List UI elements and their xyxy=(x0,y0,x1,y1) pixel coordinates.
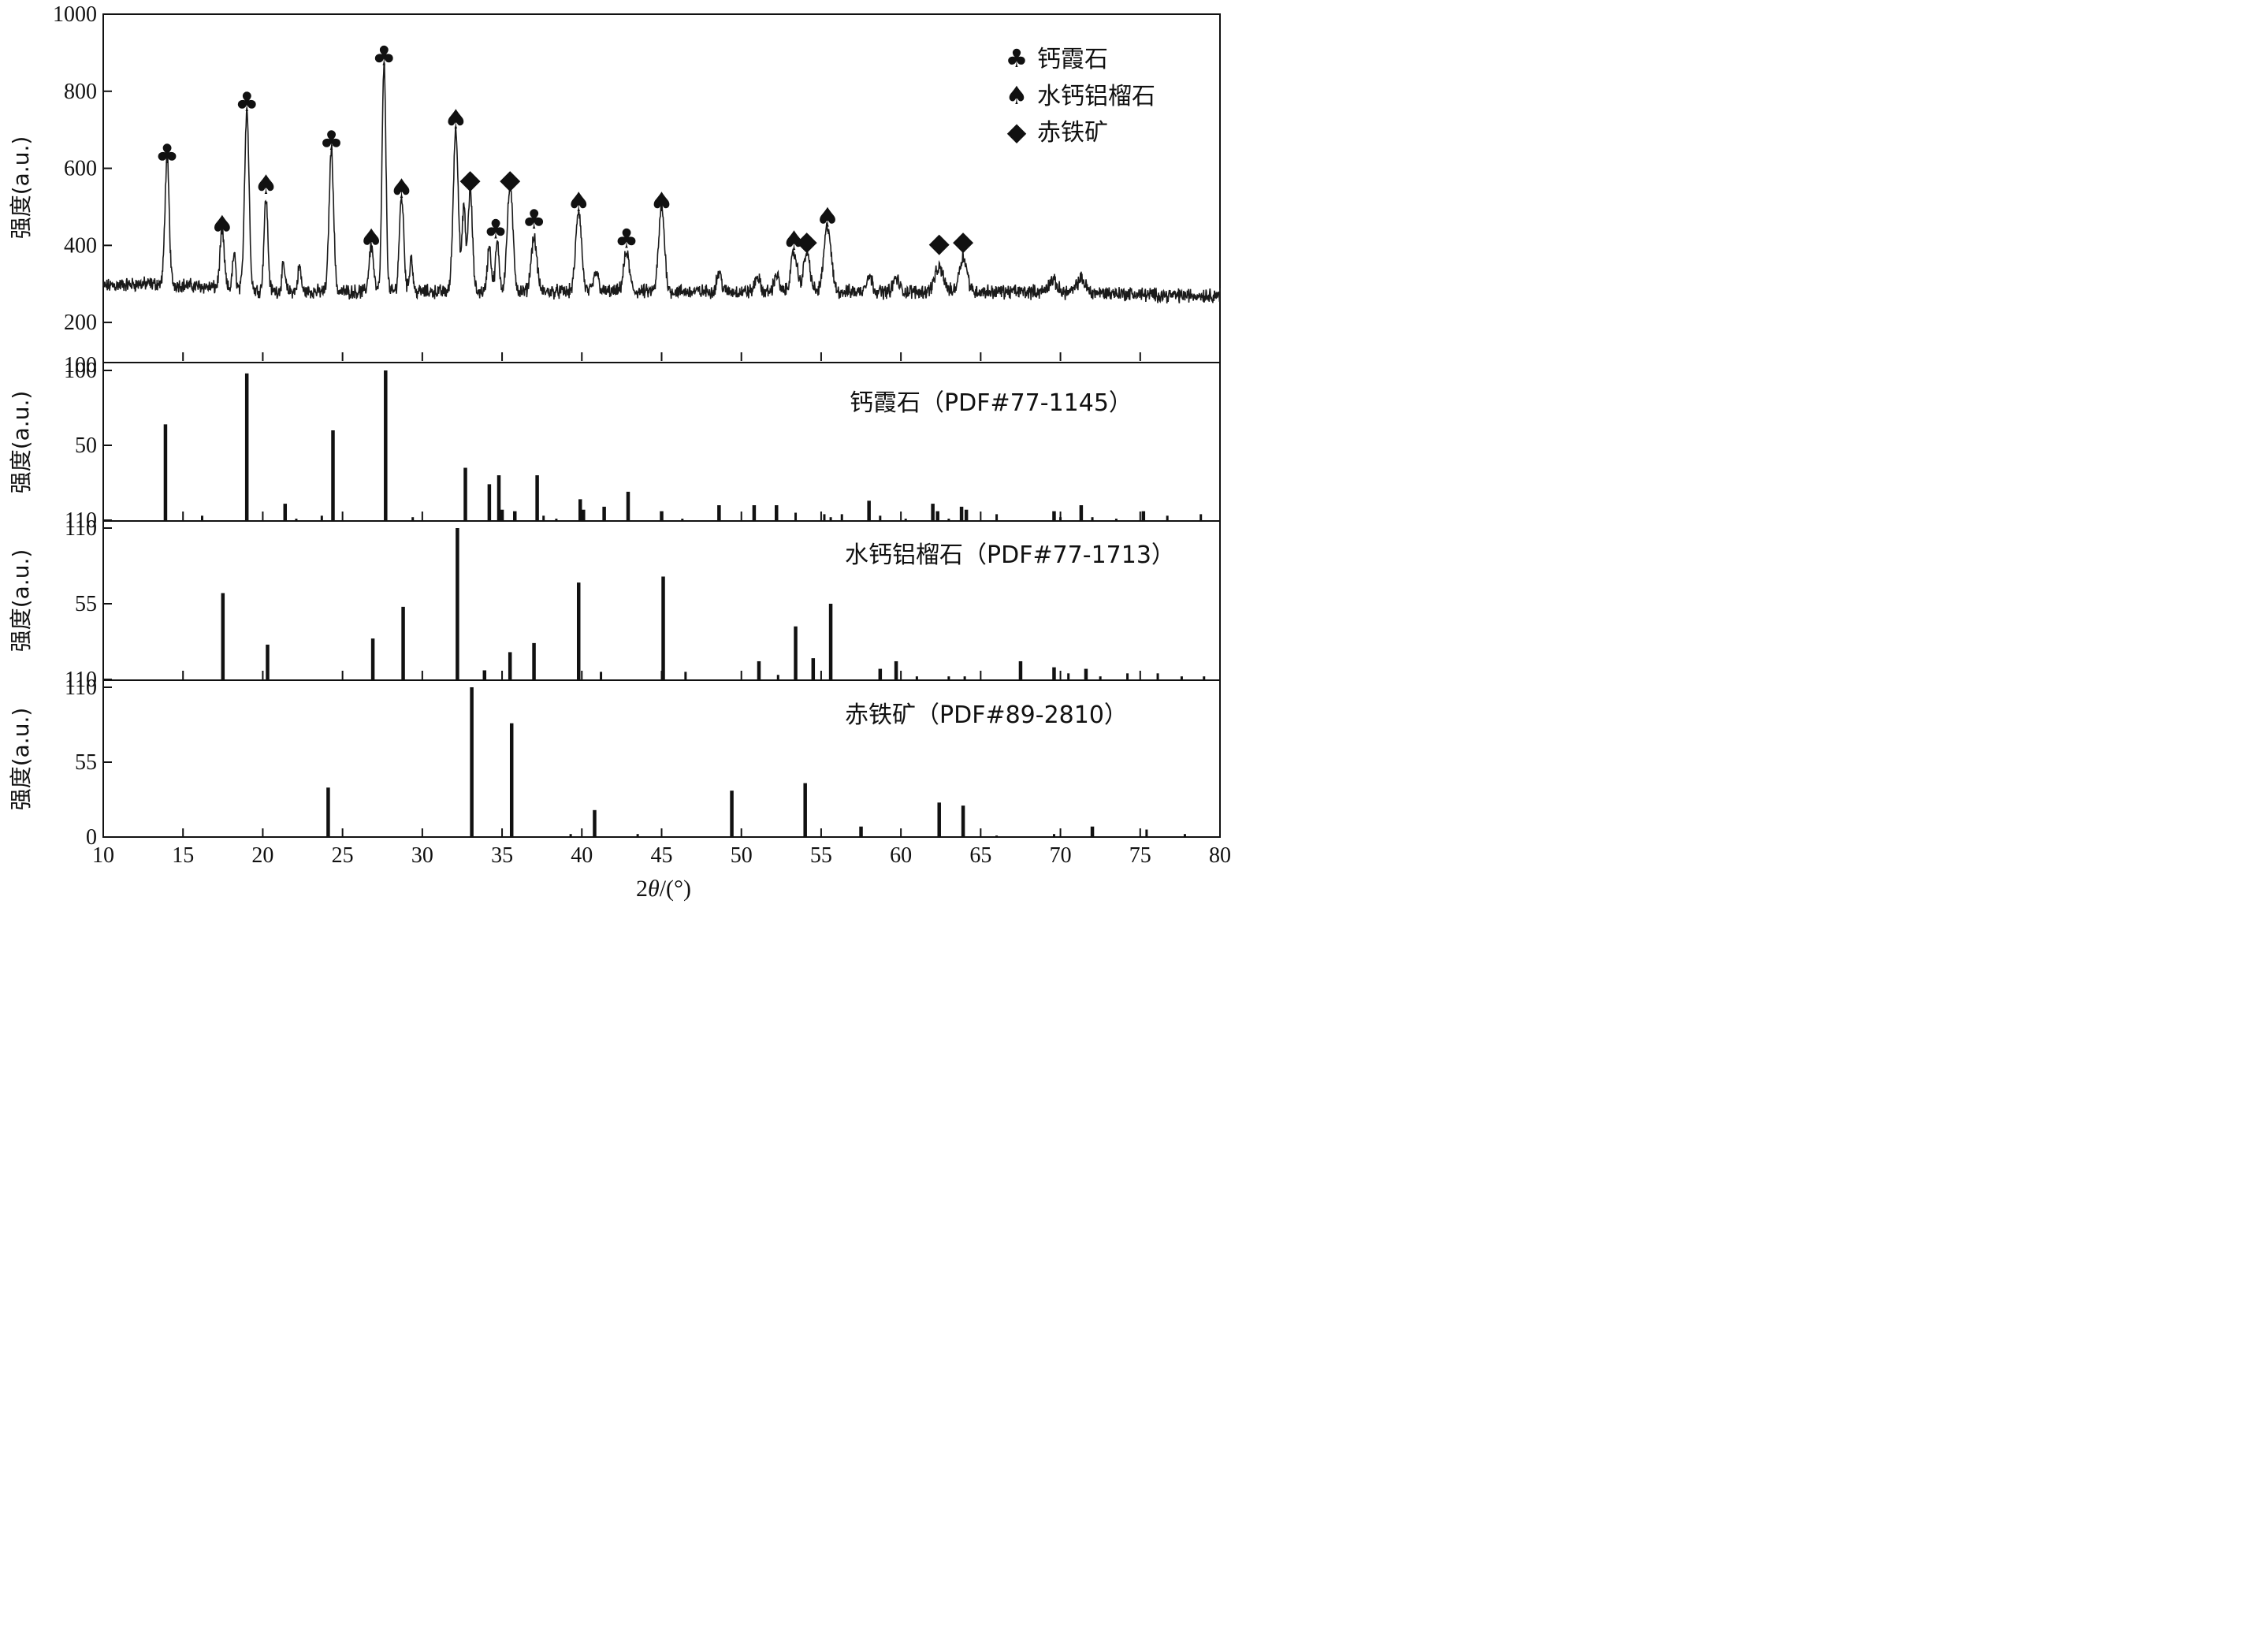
x-tick-label: 70 xyxy=(1050,843,1072,868)
x-tick-label: 15 xyxy=(172,843,194,868)
x-tick-label: 10 xyxy=(92,843,114,868)
legend-label-hematite: 赤铁矿 xyxy=(1037,119,1108,147)
legend: ♣ ♠ ◆ xyxy=(1006,43,1028,147)
x-tick-label: 30 xyxy=(411,843,433,868)
club-icon: ♣ xyxy=(522,204,545,236)
hematite-reference-panel xyxy=(103,686,1186,838)
diamond-icon: ◆ xyxy=(797,225,818,257)
x-tick-label: 80 xyxy=(1209,843,1231,868)
club-icon: ♣ xyxy=(615,224,638,255)
cancrinite-reference-label: 钙霞石（PDF#77-1145） xyxy=(850,389,1132,417)
spade-icon: ♠ xyxy=(254,169,277,201)
spade-icon: ♠ xyxy=(567,187,590,218)
y-tick-label: 55 xyxy=(75,750,97,775)
x-tick-label: 65 xyxy=(969,843,991,868)
y-tick-label: 200 xyxy=(64,311,97,335)
x-tick-label: 50 xyxy=(731,843,753,868)
x-tick-label: 75 xyxy=(1129,843,1151,868)
panel-frames xyxy=(102,13,1221,838)
measured-pattern-panel: ♣♠♣♠♣♠♣♠♠◆♣◆♣♠♣♠♠◆♠◆ ◆ xyxy=(102,13,1221,324)
spade-icon: ♠ xyxy=(389,173,413,205)
y-tick-label: 110 xyxy=(65,668,97,692)
y-axis-title: 强度(a.u.) xyxy=(8,136,34,240)
x-tick-label: 40 xyxy=(571,843,593,868)
x-tick-label: 55 xyxy=(810,843,832,868)
x-tick-label: 45 xyxy=(651,843,673,868)
spade-icon: ♠ xyxy=(649,187,673,218)
y-tick-label: 1000 xyxy=(53,2,97,27)
y-tick-label: 110 xyxy=(65,675,97,700)
club-icon: ♣ xyxy=(235,87,258,118)
x-tick-label: 60 xyxy=(890,843,912,868)
y-tick-label: 100 xyxy=(64,359,97,383)
legend-label-katoite: 水钙铝榴石 xyxy=(1037,83,1155,110)
x-tick-label: 25 xyxy=(332,843,354,868)
diamond-icon: ◆ xyxy=(460,164,482,195)
y-axis-title: 强度(a.u.) xyxy=(8,549,34,653)
club-icon: ♣ xyxy=(1006,43,1028,73)
hematite-reference-label: 赤铁矿（PDF#89-2810） xyxy=(845,701,1128,729)
x-axis-title: 2θ/(°) xyxy=(636,876,691,902)
y-tick-label: 600 xyxy=(64,157,97,181)
y-tick-label: 100 xyxy=(64,353,97,378)
club-icon: ♣ xyxy=(484,214,508,245)
club-icon: ♣ xyxy=(319,125,343,157)
spade-icon: ♠ xyxy=(210,210,234,241)
katoite-reference-label: 水钙铝榴石（PDF#77-1713） xyxy=(845,541,1175,569)
y-axis-title: 强度(a.u.) xyxy=(8,391,34,494)
diamond-icon: ◆ xyxy=(929,227,950,259)
diamond-icon: ◆ xyxy=(953,225,974,257)
y-tick-label: 110 xyxy=(65,516,97,541)
xrd-figure: ♣♠♣♠♣♠♣♠♠◆♣◆♣♠♣♠♠◆♠◆ ◆ 10 15 20 25 30 35 40 45 50… xyxy=(8,2,1231,902)
y-tick-label: 55 xyxy=(75,592,97,616)
y-tick-label: 800 xyxy=(64,80,97,104)
x-tick-label: 20 xyxy=(251,843,273,868)
y-tick-label: 110 xyxy=(65,508,97,533)
x-tick-label: 35 xyxy=(491,843,513,868)
y-axis-title: 强度(a.u.) xyxy=(8,708,34,811)
spade-icon: ♠ xyxy=(816,203,839,234)
y-tick-label: 0 xyxy=(86,825,97,850)
axis-labels: 10 15 20 25 30 35 40 45 50 55 60 65 70 75 80 200 400 600 8… xyxy=(8,2,1231,868)
legend-label-cancrinite: 钙霞石 xyxy=(1037,46,1108,73)
katoite-reference-panel xyxy=(103,527,1206,680)
spade-icon: ♠ xyxy=(782,225,805,257)
club-icon: ♣ xyxy=(155,139,179,170)
measured-xrd-curve xyxy=(102,61,1221,304)
y-tick-label: 400 xyxy=(64,233,97,258)
y-tick-label: 50 xyxy=(75,433,97,458)
cancrinite-reference-panel xyxy=(103,370,1203,521)
spade-icon: ♠ xyxy=(444,104,467,136)
club-icon: ♣ xyxy=(372,40,396,72)
diamond-icon: ◆ xyxy=(500,164,521,195)
diamond-icon: ◆ xyxy=(1007,117,1027,147)
spade-icon: ♠ xyxy=(1006,80,1028,110)
spade-icon: ♠ xyxy=(359,224,383,255)
